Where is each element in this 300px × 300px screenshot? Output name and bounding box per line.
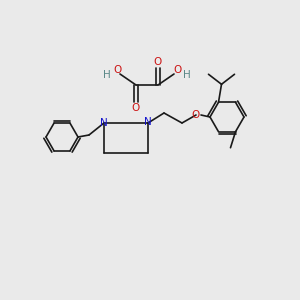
Text: O: O [113, 65, 121, 75]
Text: N: N [100, 118, 108, 128]
Text: O: O [173, 65, 181, 75]
Text: H: H [103, 70, 111, 80]
Text: O: O [154, 57, 162, 67]
Text: O: O [192, 110, 200, 120]
Text: N: N [144, 117, 152, 127]
Text: H: H [183, 70, 191, 80]
Text: O: O [132, 103, 140, 113]
